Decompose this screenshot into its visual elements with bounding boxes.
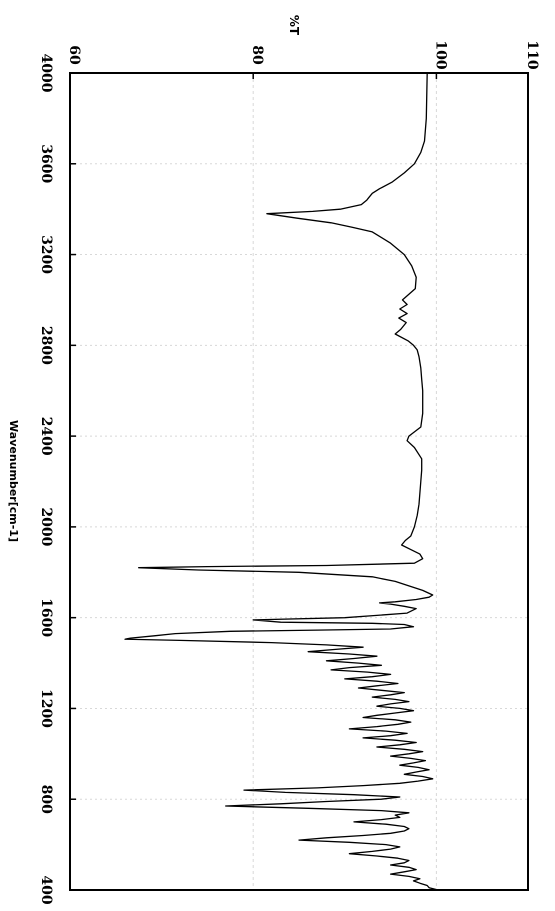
spectrum-line	[124, 72, 439, 891]
x-tick-label: 1600	[38, 598, 54, 637]
y-tick-label: 110	[524, 40, 540, 69]
y-tick-labels: 60 80 100 110	[66, 40, 540, 69]
x-tick-labels: 4000 3600 3200 2800 2400 2000 1600 1200 800 400	[38, 54, 54, 905]
x-tick-label: 2400	[38, 417, 54, 456]
x-tick-label: 800	[38, 785, 54, 814]
grid-lines	[70, 73, 528, 890]
x-tick-label: 2000	[38, 507, 54, 546]
x-tick-label: 3600	[38, 144, 54, 183]
axis-ticks	[69, 72, 529, 891]
y-tick-label: 60	[66, 45, 82, 65]
y-tick-label: 80	[249, 45, 265, 65]
x-axis-title: Wavenumber[cm-1]	[7, 420, 20, 542]
x-tick-label: 400	[38, 875, 54, 904]
plot-frame	[69, 72, 529, 891]
y-tick-label: 100	[432, 40, 448, 69]
x-tick-label: 4000	[38, 54, 54, 93]
spectrum-series	[124, 72, 439, 891]
x-tick-label: 2800	[38, 326, 54, 365]
x-tick-label: 1200	[38, 689, 54, 728]
x-tick-label: 3200	[38, 235, 54, 274]
y-axis-title: %T	[287, 15, 301, 36]
